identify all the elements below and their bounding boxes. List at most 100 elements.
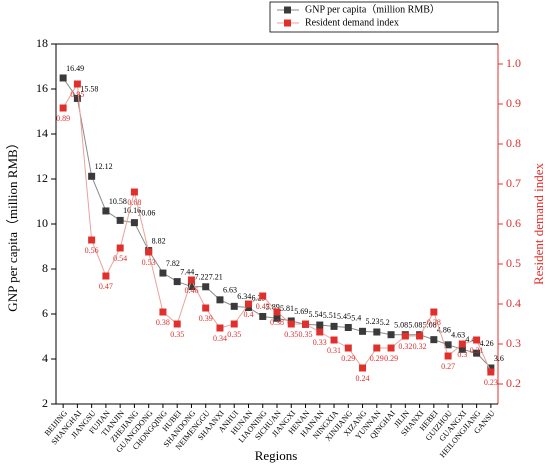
data-label: 0.38 (427, 318, 441, 327)
marker (458, 345, 466, 353)
data-label: 0.89 (56, 114, 70, 123)
marker (187, 276, 195, 284)
data-label: 0.24 (356, 374, 370, 383)
marker (159, 269, 167, 277)
y-axis-title: GNP per capita（million RMB） (5, 136, 20, 311)
data-label: 6.34 (237, 292, 251, 301)
marker (401, 332, 409, 340)
data-label: 6.29 (251, 293, 265, 302)
data-label: 10.58 (109, 197, 127, 206)
marker (187, 283, 195, 291)
y2-tick-label: 0.8 (506, 136, 521, 150)
marker (244, 300, 252, 308)
y-tick-label: 6 (42, 306, 48, 320)
marker (416, 332, 424, 340)
data-label: 7.82 (166, 259, 180, 268)
y2-tick-label: 0.6 (506, 216, 521, 230)
marker (316, 328, 324, 336)
marker (444, 352, 452, 360)
marker (59, 74, 67, 82)
data-label: 4.86 (437, 325, 451, 334)
marker (302, 320, 310, 328)
y2-tick-label: 0.3 (506, 336, 521, 350)
y-tick-label: 2 (42, 396, 48, 410)
data-label: 0.35 (299, 330, 313, 339)
y2-axis-title: Resident demand index (531, 162, 546, 285)
marker (102, 207, 110, 215)
y2-tick-label: 0.5 (506, 256, 521, 270)
data-label: 0.29 (384, 354, 398, 363)
marker (473, 349, 481, 357)
data-label: 0.32 (413, 342, 427, 351)
data-label: 4.26 (480, 339, 494, 348)
data-label: 7.44 (180, 267, 194, 276)
y2-tick-label: 0.9 (506, 96, 521, 110)
marker (330, 336, 338, 344)
data-label: 5.69 (294, 307, 308, 316)
legend-frame (269, 1, 499, 33)
data-label: 0.33 (313, 338, 327, 347)
y-tick-label: 12 (36, 171, 48, 185)
marker (88, 236, 96, 244)
data-label: 0.35 (170, 330, 184, 339)
marker (230, 302, 238, 310)
data-label: 5.08 (394, 321, 408, 330)
marker (145, 248, 153, 256)
data-label: 0.4 (243, 310, 253, 319)
data-label: 5.2 (380, 318, 390, 327)
data-label: 7.22 (194, 272, 208, 281)
marker (102, 272, 110, 280)
legend-label: Resident demand index (305, 17, 399, 28)
marker (259, 312, 267, 320)
y-tick-label: 16 (36, 81, 48, 95)
data-label: 0.29 (370, 354, 384, 363)
data-label: 5.51 (323, 311, 337, 320)
data-label: 5.81 (280, 304, 294, 313)
y2-tick-label: 0.2 (506, 376, 521, 390)
marker (330, 322, 338, 330)
marker (202, 304, 210, 312)
data-label: 0.56 (85, 246, 99, 255)
data-label: 0.32 (398, 342, 412, 351)
marker (173, 320, 181, 328)
legend-label: GNP per capita（million RMB） (305, 3, 440, 15)
marker (73, 94, 81, 102)
data-label: 0.39 (199, 314, 213, 323)
data-label: 0.31 (327, 346, 341, 355)
legend: GNP per capita（million RMB） Resident dema… (269, 1, 499, 33)
marker (73, 80, 81, 88)
data-label: 0.38 (156, 318, 170, 327)
marker (387, 344, 395, 352)
data-label: 0.54 (113, 254, 127, 263)
data-label: 12.12 (95, 162, 113, 171)
marker (430, 336, 438, 344)
y-tick-label: 8 (42, 261, 48, 275)
y-tick-label: 14 (36, 126, 48, 140)
marker (387, 331, 395, 339)
data-label: 3.6 (494, 354, 504, 363)
data-label: 0.34 (213, 334, 227, 343)
marker (88, 172, 96, 180)
marker (287, 320, 295, 328)
marker (116, 244, 124, 252)
y2-tick-label: 0.7 (506, 176, 521, 190)
data-label: 5.54 (309, 310, 323, 319)
marker (444, 341, 452, 349)
legend-swatch (284, 6, 291, 14)
data-label: 10.06 (137, 208, 155, 217)
marker (373, 344, 381, 352)
marker (359, 327, 367, 335)
y2-tick-label: 1.0 (506, 56, 521, 70)
data-label: 5.45 (337, 312, 351, 321)
marker (487, 364, 495, 372)
marker (59, 104, 67, 112)
marker (216, 296, 224, 304)
data-label: 0.31 (470, 346, 484, 355)
marker (316, 321, 324, 329)
marker (458, 340, 466, 348)
data-label: 5.4 (351, 313, 361, 322)
data-label: 4.63 (451, 331, 465, 340)
marker (373, 328, 381, 336)
marker (344, 344, 352, 352)
data-label: 0.95 (70, 90, 84, 99)
